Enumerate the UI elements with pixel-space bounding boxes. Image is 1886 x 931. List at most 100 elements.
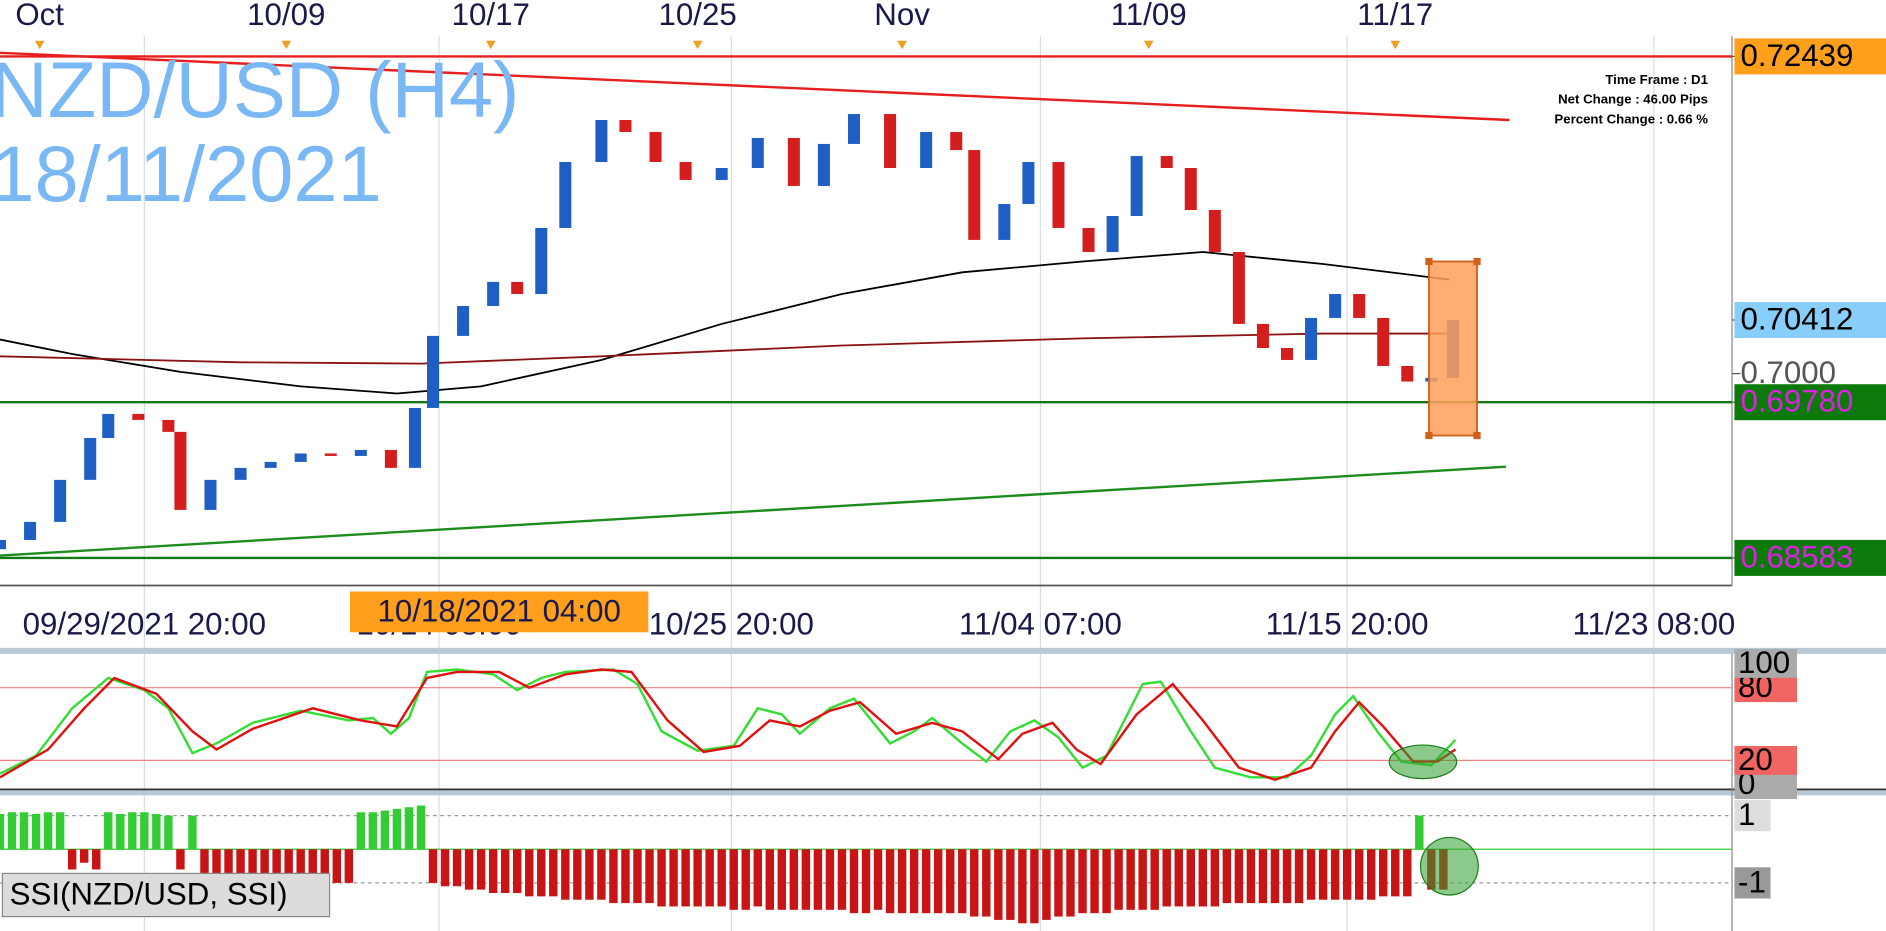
bar [1150, 849, 1159, 910]
bar [1366, 849, 1376, 900]
x-tick-label: 10/09 [247, 0, 325, 32]
bar [152, 813, 161, 850]
price-label-bg [1734, 302, 1886, 339]
chart-title: NZD/USD (H4) [0, 45, 519, 134]
candle [384, 449, 397, 468]
bar [1138, 849, 1147, 910]
candle [174, 431, 187, 510]
box-handle [1473, 257, 1481, 266]
bar [104, 812, 113, 850]
info-text: Time Frame : D1 [1605, 72, 1708, 87]
x-tick-label: 11/17 [1357, 0, 1433, 32]
candle [1232, 252, 1245, 324]
bar [609, 849, 618, 904]
x-tick-label: 11/09 [1111, 0, 1187, 32]
x-tick-label: Oct [15, 0, 64, 32]
bar [476, 849, 486, 890]
bar [284, 849, 293, 884]
bar [416, 805, 426, 850]
bar [837, 849, 847, 910]
y-tick-bg [1734, 770, 1797, 800]
candle [294, 453, 307, 462]
bar [958, 849, 967, 914]
candle [84, 437, 97, 480]
bar [765, 849, 775, 910]
tick-mark [281, 40, 292, 50]
candle [998, 204, 1011, 240]
bar [1415, 815, 1424, 850]
bar [621, 849, 630, 904]
x-tick-label: 11/04 07:00 [959, 607, 1122, 642]
indicator-title: SSI(NZD/USD, SSI) [10, 876, 288, 911]
x-tick-label: 09/29/2021 20:00 [23, 607, 266, 642]
bar [1306, 849, 1316, 900]
bar [1066, 849, 1075, 917]
bar [308, 849, 317, 883]
candle [559, 162, 572, 228]
candle [132, 413, 145, 420]
bar [849, 849, 859, 914]
candle [457, 305, 470, 336]
bar [1379, 849, 1388, 897]
bar [970, 849, 979, 917]
x-tick-label: 10/25 [659, 0, 737, 32]
candle [204, 479, 217, 510]
bar [464, 849, 474, 890]
price-label: 0.68583 [1740, 539, 1853, 574]
bar [1234, 849, 1244, 904]
y-tick-bg [1734, 745, 1797, 775]
bar [1174, 849, 1183, 907]
highlight-box [1428, 260, 1478, 437]
bar [705, 849, 714, 907]
bar [669, 849, 678, 907]
bar [1054, 849, 1063, 917]
bar [1198, 849, 1208, 907]
bar [1294, 849, 1304, 904]
candle [324, 453, 337, 456]
candle [751, 137, 764, 168]
bar [1090, 849, 1099, 914]
panel-separator [0, 790, 1886, 796]
bar [1210, 849, 1220, 907]
bar [909, 849, 919, 914]
price-label: 0.7000 [1740, 355, 1836, 390]
bar [116, 813, 125, 850]
bar [1126, 849, 1135, 910]
y-tick-bg [1734, 649, 1797, 678]
bar [681, 849, 690, 907]
bar [404, 807, 414, 850]
y-tick-bg [1734, 673, 1797, 703]
candle [679, 162, 692, 180]
bar [1282, 849, 1292, 904]
candle [968, 150, 981, 240]
bar [1354, 849, 1364, 900]
bar [597, 849, 606, 900]
price-label: 0.72439 [1740, 38, 1853, 73]
candle [264, 461, 277, 468]
bar [1186, 849, 1195, 907]
bar [7, 812, 17, 850]
bar [440, 849, 450, 887]
candle [950, 131, 963, 151]
box-handle [1425, 431, 1433, 440]
bar [994, 849, 1003, 920]
bar [212, 849, 221, 883]
bar [729, 849, 738, 910]
bar [1030, 849, 1039, 924]
tick-mark [485, 40, 496, 50]
bar [43, 812, 53, 850]
bar [1318, 849, 1328, 900]
tick-mark [1390, 40, 1401, 50]
bar [392, 808, 402, 850]
candle [1160, 156, 1173, 168]
bar [1114, 849, 1123, 910]
price-label-bg [1734, 539, 1886, 576]
box-handle [1425, 257, 1433, 266]
candle [1329, 294, 1342, 318]
candle [102, 413, 115, 438]
cursor-label: 10/18/2021 04:00 [377, 593, 620, 628]
tick-mark [692, 40, 703, 50]
x-tick-label: 11/23 08:00 [1572, 607, 1735, 642]
